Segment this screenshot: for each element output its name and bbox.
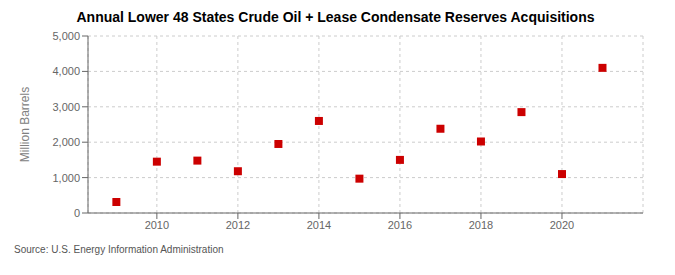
svg-text:1,000: 1,000 (52, 172, 80, 184)
html-text:Source: U.S. Energy Informatio: Source: U.S. Energy Information Administ… (14, 244, 224, 255)
svg-text:0: 0 (74, 207, 80, 219)
svg-text:2016: 2016 (388, 219, 412, 231)
svg-text:2010: 2010 (145, 219, 169, 231)
svg-text:Million Barrels: Million Barrels (18, 87, 32, 162)
svg-text:2012: 2012 (226, 219, 250, 231)
svg-text:2,000: 2,000 (52, 136, 80, 148)
svg-text:2020: 2020 (550, 219, 574, 231)
svg-text:3,000: 3,000 (52, 101, 80, 113)
svg-text:2014: 2014 (307, 219, 331, 231)
svg-text:5,000: 5,000 (52, 30, 80, 42)
svg-text:4,000: 4,000 (52, 65, 80, 77)
svg-text:2018: 2018 (469, 219, 493, 231)
html-text:Annual Lower 48 States Crude O: Annual Lower 48 States Crude Oil + Lease… (76, 9, 595, 25)
